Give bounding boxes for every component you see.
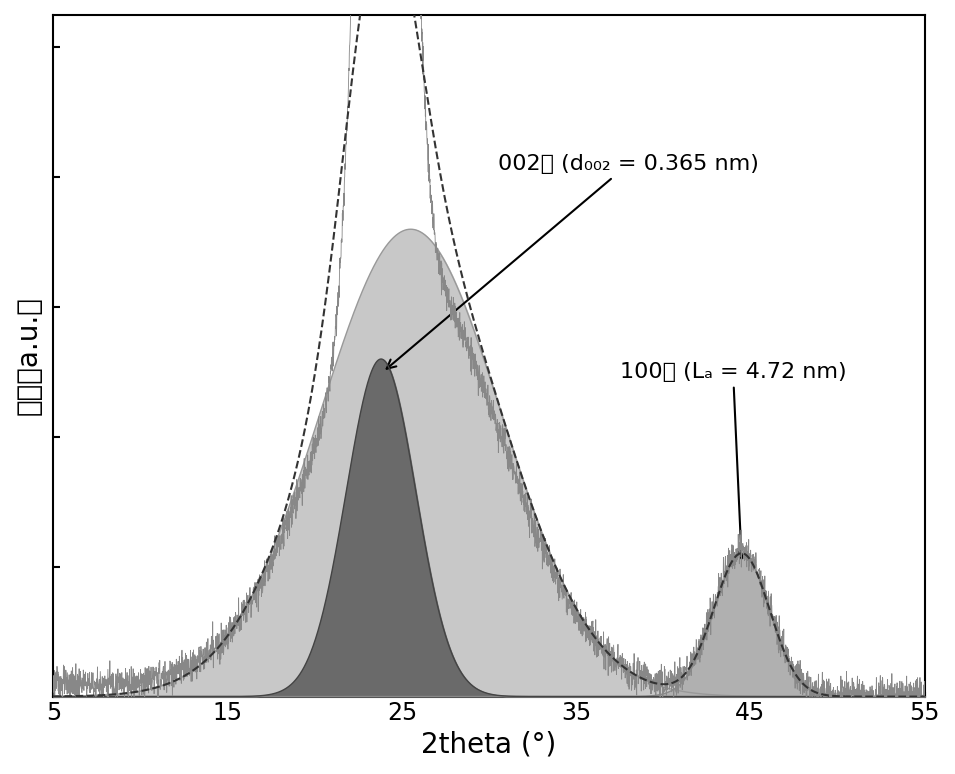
X-axis label: 2theta (°): 2theta (°): [421, 731, 557, 759]
Text: 100峰 (Lₐ = 4.72 nm): 100峰 (Lₐ = 4.72 nm): [620, 362, 846, 558]
Text: 002峰 (d₀₀₂ = 0.365 nm): 002峰 (d₀₀₂ = 0.365 nm): [387, 154, 758, 368]
Y-axis label: 强度（a.u.）: 强度（a.u.）: [15, 296, 43, 415]
